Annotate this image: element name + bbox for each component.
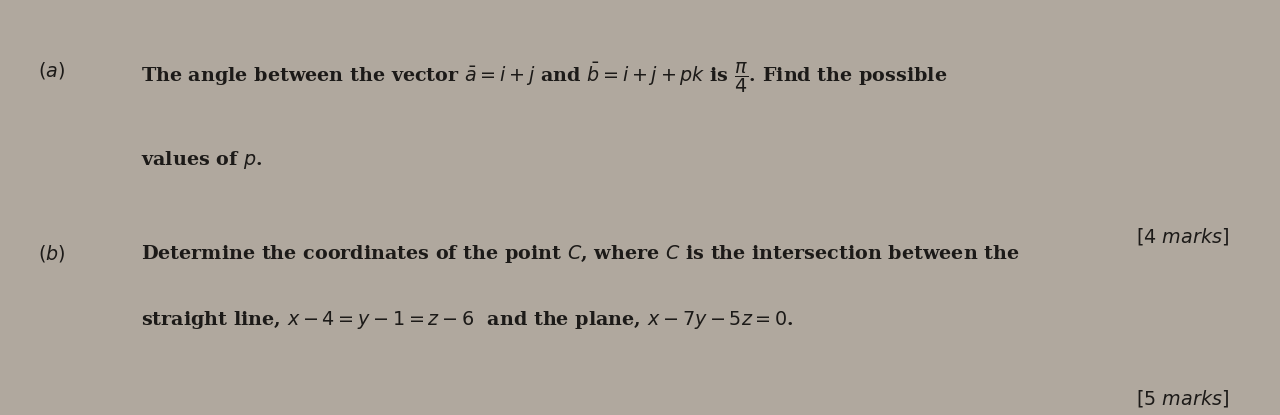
Text: $(a)$: $(a)$ [38, 60, 65, 81]
Text: The angle between the vector $\bar{a}=i+j$ and $\bar{b}=i+j+pk$ is $\dfrac{\pi}{: The angle between the vector $\bar{a}=i+… [141, 60, 947, 95]
Text: $\left[5\ \mathit{marks}\right]$: $\left[5\ \mathit{marks}\right]$ [1135, 388, 1229, 409]
Text: $\left[4\ \mathit{marks}\right]$: $\left[4\ \mathit{marks}\right]$ [1135, 226, 1229, 247]
Text: $(b)$: $(b)$ [38, 243, 65, 264]
Text: straight line, $x-4=y-1=z-6$  and the plane, $x-7y-5z=0$.: straight line, $x-4=y-1=z-6$ and the pla… [141, 309, 794, 331]
Text: Determine the coordinates of the point $C$, where $C$ is the intersection betwee: Determine the coordinates of the point $… [141, 243, 1019, 265]
Text: values of $p$.: values of $p$. [141, 149, 262, 171]
